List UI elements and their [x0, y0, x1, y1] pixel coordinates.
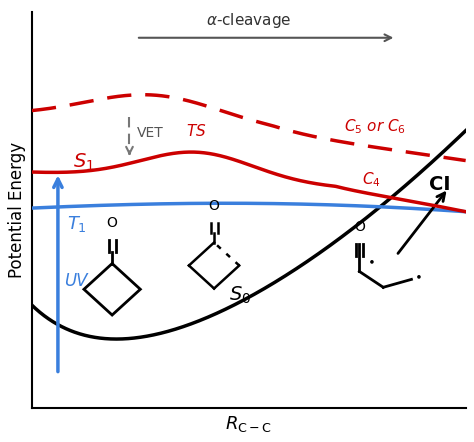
Text: $\bullet$: $\bullet$: [367, 254, 375, 267]
Text: VET: VET: [137, 126, 164, 140]
Text: $S_1$: $S_1$: [73, 152, 95, 173]
Text: O: O: [107, 217, 118, 230]
Text: $\bullet$: $\bullet$: [414, 270, 421, 283]
Text: $TS$: $TS$: [186, 123, 207, 139]
Text: O: O: [209, 199, 219, 213]
Y-axis label: Potential Energy: Potential Energy: [9, 142, 27, 278]
Text: $C_5$ or $C_6$: $C_5$ or $C_6$: [344, 118, 406, 136]
Text: CI: CI: [429, 175, 450, 194]
Text: O: O: [354, 220, 365, 234]
Text: UV: UV: [64, 272, 88, 290]
Text: $T_1$: $T_1$: [66, 214, 86, 234]
Text: $S_0$: $S_0$: [229, 285, 251, 306]
X-axis label: $R_{\mathrm{C-C}}$: $R_{\mathrm{C-C}}$: [225, 414, 272, 434]
Text: $C_4$: $C_4$: [362, 170, 380, 189]
Text: $\alpha$-cleavage: $\alpha$-cleavage: [206, 11, 292, 30]
